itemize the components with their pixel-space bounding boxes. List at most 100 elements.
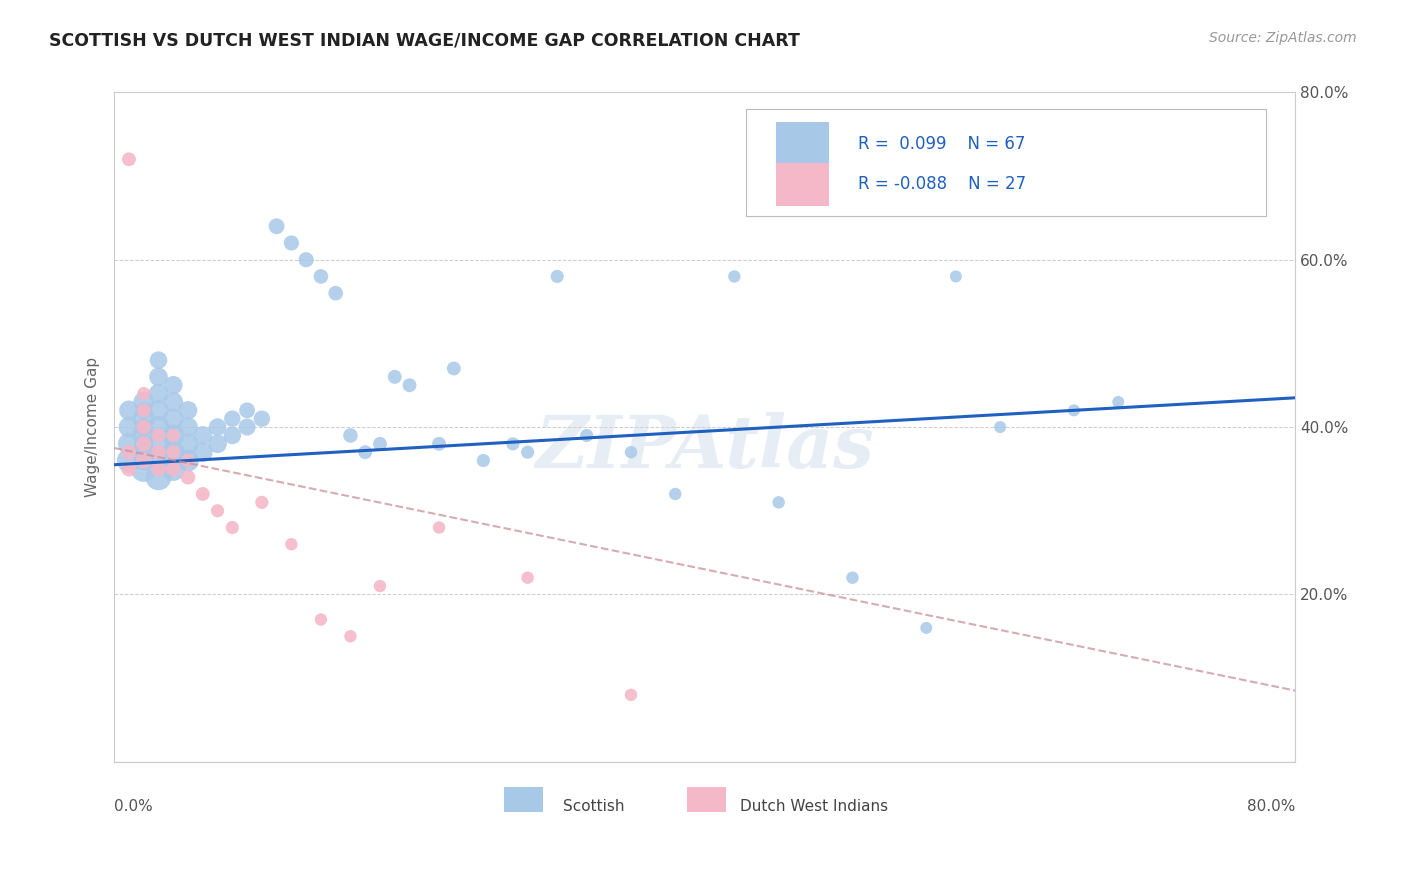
Point <box>207 437 229 451</box>
Point <box>132 453 155 467</box>
Point <box>118 462 141 476</box>
Point <box>546 269 568 284</box>
Point <box>132 453 155 467</box>
Point <box>280 235 302 250</box>
Point <box>516 445 538 459</box>
Point <box>177 453 200 467</box>
Point <box>1107 395 1129 409</box>
Point <box>148 420 170 434</box>
Text: 0.0%: 0.0% <box>114 798 153 814</box>
Point <box>118 445 141 459</box>
Point <box>132 437 155 451</box>
Point <box>516 571 538 585</box>
Text: 80.0%: 80.0% <box>1247 798 1295 814</box>
Point <box>148 353 170 368</box>
Point <box>148 445 170 459</box>
Point <box>280 537 302 551</box>
Point <box>162 428 184 442</box>
Point <box>384 369 406 384</box>
Point <box>443 361 465 376</box>
Point <box>162 462 184 476</box>
Point <box>162 445 184 459</box>
Y-axis label: Wage/Income Gap: Wage/Income Gap <box>86 357 100 497</box>
Point <box>398 378 420 392</box>
Point <box>162 411 184 425</box>
Point <box>236 403 259 417</box>
Point <box>162 445 184 459</box>
Point <box>221 411 243 425</box>
Point <box>148 453 170 467</box>
Text: ZIPAtlas: ZIPAtlas <box>536 411 875 483</box>
Bar <box>688 787 725 812</box>
Point <box>118 437 141 451</box>
Point <box>148 403 170 417</box>
Point <box>339 428 361 442</box>
Point <box>118 420 141 434</box>
Point <box>148 428 170 442</box>
Point <box>132 437 155 451</box>
Point <box>162 378 184 392</box>
Point <box>325 286 347 301</box>
Point <box>207 420 229 434</box>
Point <box>191 487 214 501</box>
Text: Source: ZipAtlas.com: Source: ZipAtlas.com <box>1209 31 1357 45</box>
Point <box>177 470 200 484</box>
Point <box>148 386 170 401</box>
Point <box>132 403 155 417</box>
Point <box>620 688 643 702</box>
Point <box>191 445 214 459</box>
Point <box>354 445 377 459</box>
Point <box>502 437 524 451</box>
Point <box>132 445 155 459</box>
Point <box>368 579 391 593</box>
Text: Scottish: Scottish <box>562 798 624 814</box>
Point <box>339 629 361 643</box>
Point <box>266 219 288 234</box>
Point <box>132 386 155 401</box>
Point <box>309 613 332 627</box>
Point <box>118 453 141 467</box>
FancyBboxPatch shape <box>747 109 1265 216</box>
Point <box>664 487 686 501</box>
Point <box>118 403 141 417</box>
Text: R =  0.099    N = 67: R = 0.099 N = 67 <box>859 135 1026 153</box>
Point <box>221 520 243 534</box>
Text: SCOTTISH VS DUTCH WEST INDIAN WAGE/INCOME GAP CORRELATION CHART: SCOTTISH VS DUTCH WEST INDIAN WAGE/INCOM… <box>49 31 800 49</box>
Point <box>132 420 155 434</box>
Point <box>132 420 155 434</box>
Point <box>148 462 170 476</box>
Point <box>427 520 450 534</box>
Point <box>132 395 155 409</box>
Point <box>768 495 790 509</box>
Point <box>132 428 155 442</box>
Point <box>723 269 745 284</box>
Text: Dutch West Indians: Dutch West Indians <box>741 798 889 814</box>
Bar <box>503 787 543 812</box>
Point <box>118 153 141 167</box>
Point <box>250 411 273 425</box>
Point <box>148 437 170 451</box>
Point <box>162 428 184 442</box>
Point <box>368 437 391 451</box>
Point <box>575 428 598 442</box>
Point <box>841 571 863 585</box>
Point <box>221 428 243 442</box>
Point <box>427 437 450 451</box>
Point <box>309 269 332 284</box>
Point <box>1063 403 1085 417</box>
Bar <box>776 122 830 166</box>
Point <box>177 453 200 467</box>
Point <box>207 504 229 518</box>
Point <box>177 403 200 417</box>
Point <box>250 495 273 509</box>
Point <box>132 403 155 417</box>
Point <box>988 420 1011 434</box>
Point <box>945 269 967 284</box>
Point <box>915 621 938 635</box>
Point <box>148 369 170 384</box>
Point <box>162 462 184 476</box>
Point <box>295 252 318 267</box>
Point <box>236 420 259 434</box>
Point <box>132 411 155 425</box>
Point <box>177 437 200 451</box>
